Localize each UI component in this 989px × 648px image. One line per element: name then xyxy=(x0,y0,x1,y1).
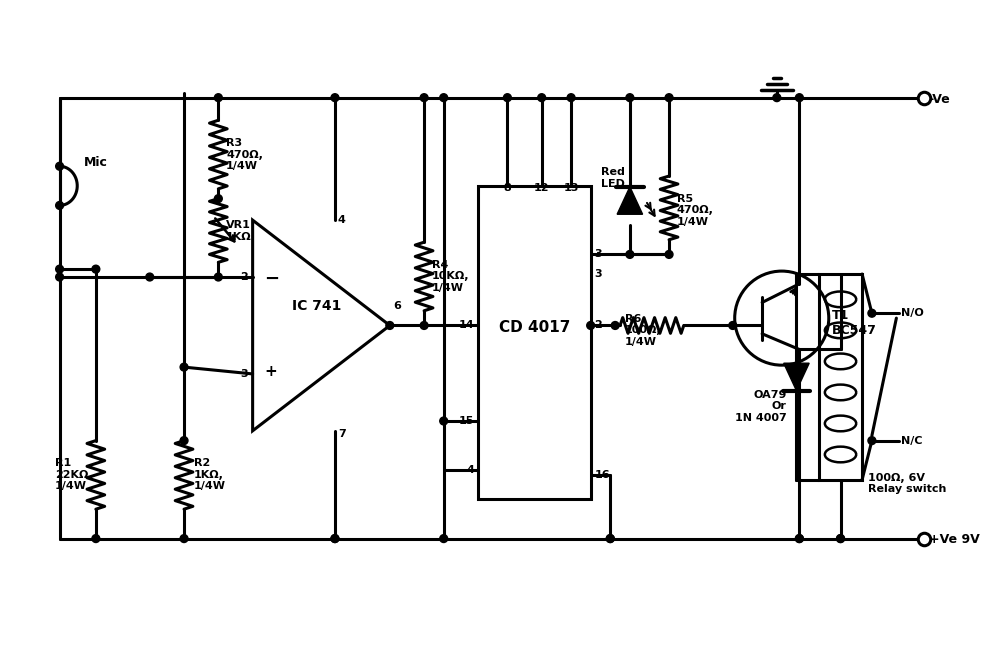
Text: N/C: N/C xyxy=(901,435,923,446)
Text: Red
LED: Red LED xyxy=(601,167,625,189)
Circle shape xyxy=(55,273,63,281)
Circle shape xyxy=(92,535,100,542)
Circle shape xyxy=(215,273,223,281)
Bar xyxy=(819,274,862,480)
Circle shape xyxy=(440,94,448,102)
Circle shape xyxy=(331,94,339,102)
Circle shape xyxy=(606,535,614,542)
Circle shape xyxy=(611,321,619,329)
Circle shape xyxy=(666,251,673,259)
Circle shape xyxy=(868,437,876,445)
Text: VR1
1KΩ: VR1 1KΩ xyxy=(226,220,252,242)
Text: +Ve 9V: +Ve 9V xyxy=(929,533,979,546)
Text: R5
470Ω,
1/4W: R5 470Ω, 1/4W xyxy=(676,194,714,227)
Circle shape xyxy=(420,321,428,329)
Text: R2
1KΩ,
1/4W: R2 1KΩ, 1/4W xyxy=(194,458,225,491)
Circle shape xyxy=(180,535,188,542)
Circle shape xyxy=(795,535,803,542)
Text: OA79
Or
1N 4007: OA79 Or 1N 4007 xyxy=(735,389,786,423)
Circle shape xyxy=(92,265,100,273)
Text: 12: 12 xyxy=(534,183,550,193)
Text: −: − xyxy=(264,270,280,288)
Text: 8: 8 xyxy=(503,183,511,193)
Text: N/O: N/O xyxy=(901,308,924,318)
Bar xyxy=(478,186,590,500)
Text: 3: 3 xyxy=(594,269,602,279)
Circle shape xyxy=(215,94,223,102)
Text: T1
BC547: T1 BC547 xyxy=(832,309,876,337)
Circle shape xyxy=(55,163,63,170)
Circle shape xyxy=(795,94,803,102)
Circle shape xyxy=(331,535,339,542)
Circle shape xyxy=(567,94,575,102)
Text: 6: 6 xyxy=(394,301,402,311)
Polygon shape xyxy=(783,363,809,391)
Text: 100Ω, 6V
Relay switch: 100Ω, 6V Relay switch xyxy=(868,473,946,494)
Circle shape xyxy=(729,321,737,329)
Circle shape xyxy=(626,94,634,102)
Circle shape xyxy=(180,437,188,445)
Text: 3: 3 xyxy=(240,369,247,379)
Text: R3
470Ω,
1/4W: R3 470Ω, 1/4W xyxy=(226,138,263,171)
Text: R1
22KΩ,
1/4W: R1 22KΩ, 1/4W xyxy=(54,458,92,491)
Text: CD 4017: CD 4017 xyxy=(498,320,570,336)
Polygon shape xyxy=(617,187,643,214)
Circle shape xyxy=(773,94,780,102)
Circle shape xyxy=(331,535,339,542)
Circle shape xyxy=(868,309,876,317)
Text: Mic: Mic xyxy=(84,156,108,169)
Text: R4
10KΩ,
1/4W: R4 10KΩ, 1/4W xyxy=(432,260,470,293)
Circle shape xyxy=(795,535,803,542)
Circle shape xyxy=(440,417,448,425)
Text: 2: 2 xyxy=(594,321,602,330)
Circle shape xyxy=(386,321,394,329)
Circle shape xyxy=(606,535,614,542)
Circle shape xyxy=(55,202,63,209)
Text: 13: 13 xyxy=(564,183,579,193)
Circle shape xyxy=(586,321,594,329)
Circle shape xyxy=(440,535,448,542)
Text: -Ve: -Ve xyxy=(929,93,950,106)
Circle shape xyxy=(837,535,845,542)
Circle shape xyxy=(55,265,63,273)
Circle shape xyxy=(215,194,223,203)
Text: 7: 7 xyxy=(338,428,345,439)
Text: 14: 14 xyxy=(459,321,474,330)
Text: IC 741: IC 741 xyxy=(292,299,341,313)
Text: 4: 4 xyxy=(466,465,474,475)
Circle shape xyxy=(180,363,188,371)
Text: 2: 2 xyxy=(240,272,247,282)
Text: 16: 16 xyxy=(594,470,610,480)
Circle shape xyxy=(503,94,511,102)
Text: 15: 15 xyxy=(459,416,474,426)
Text: 3: 3 xyxy=(594,249,602,259)
Text: 4: 4 xyxy=(338,215,346,226)
Circle shape xyxy=(420,94,428,102)
Circle shape xyxy=(538,94,546,102)
Circle shape xyxy=(837,535,845,542)
Circle shape xyxy=(666,94,673,102)
Text: R6
100Ω,
1/4W: R6 100Ω, 1/4W xyxy=(625,314,662,347)
Circle shape xyxy=(626,251,634,259)
Circle shape xyxy=(145,273,153,281)
Text: +: + xyxy=(264,364,277,380)
